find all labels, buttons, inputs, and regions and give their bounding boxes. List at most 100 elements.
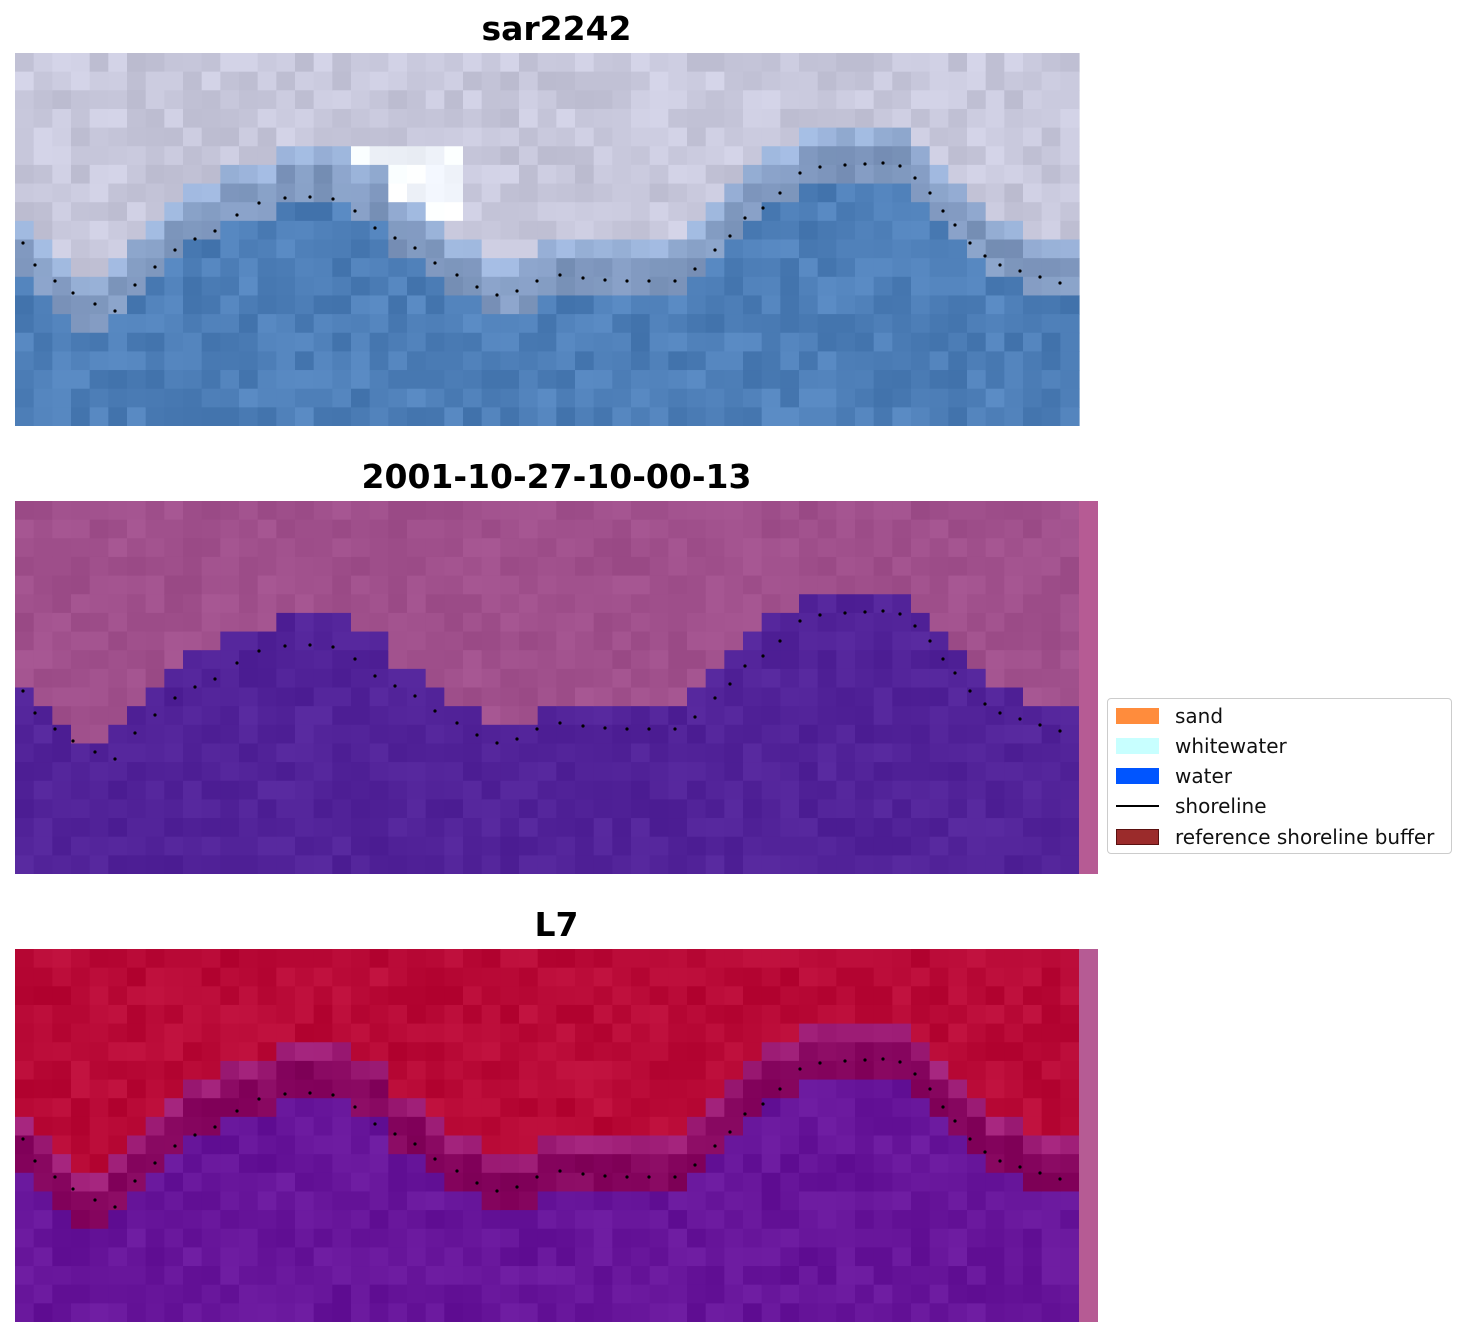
pixel-cell [724, 780, 744, 800]
pixel-cell [612, 706, 632, 726]
pixel-cell [1023, 164, 1043, 185]
pixel-cell [127, 146, 147, 166]
pixel-cell [967, 1266, 987, 1286]
pixel-cell [612, 967, 632, 987]
pixel-cell [500, 986, 520, 1006]
pixel-cell [33, 1303, 53, 1322]
pixel-cell [332, 239, 352, 259]
pixel-cell [743, 1060, 763, 1081]
shoreline-dot [353, 1105, 357, 1109]
pixel-cell [836, 239, 856, 259]
pixel-cell [556, 1116, 576, 1137]
pixel-cell [183, 519, 203, 539]
pixel-cell [705, 631, 725, 651]
pixel-cell [873, 575, 893, 595]
pixel-cell [575, 1023, 595, 1043]
pixel-cell [183, 1210, 203, 1230]
pixel-cell [369, 1023, 389, 1043]
pixel-cell [351, 706, 371, 726]
pixel-cell [649, 967, 669, 987]
pixel-cell [332, 407, 352, 426]
pixel-cell [89, 127, 109, 147]
pixel-cell [500, 706, 520, 726]
pixel-cell [425, 370, 445, 390]
pixel-cell [407, 501, 427, 521]
pixel-cell [295, 855, 315, 874]
pixel-cell [164, 855, 184, 874]
pixel-cell [388, 90, 408, 110]
pixel-cell [52, 556, 72, 577]
pixel-cell [1004, 1098, 1024, 1118]
pixel-cell [873, 818, 893, 838]
pixel-cell [761, 612, 781, 633]
pixel-cell [145, 370, 165, 390]
pixel-cell [929, 388, 949, 408]
pixel-cell [164, 202, 184, 222]
pixel-cell [817, 146, 837, 166]
pixel-cell [15, 1098, 35, 1118]
pixel-cell [1041, 53, 1061, 73]
pixel-cell [15, 1266, 35, 1286]
pixel-cell [836, 1266, 856, 1286]
pixel-cell [425, 1191, 445, 1211]
pixel-cell [500, 1023, 520, 1043]
pixel-cell [593, 668, 613, 689]
pixel-cell [967, 668, 987, 689]
pixel-cell [649, 1284, 669, 1304]
pixel-cell [332, 743, 352, 763]
pixel-cell [948, 183, 968, 203]
pixel-cell [239, 108, 259, 129]
pixel-cell [687, 631, 707, 651]
pixel-cell [332, 164, 352, 185]
pixel-cell [799, 706, 819, 726]
pixel-cell [313, 1023, 333, 1043]
pixel-cell [668, 519, 688, 539]
pixel-cell [1023, 1116, 1043, 1137]
shoreline-dot [881, 161, 885, 165]
pixel-cell [724, 743, 744, 763]
pixel-cell [89, 743, 109, 763]
pixel-cell [649, 799, 669, 819]
pixel-cell [519, 967, 539, 987]
pixel-cell [201, 146, 221, 166]
pixel-cell [929, 332, 949, 352]
pixel-cell [985, 407, 1005, 426]
pixel-cell [537, 631, 557, 651]
pixel-cell [183, 127, 203, 147]
pixel-cell [33, 1098, 53, 1118]
pixel-cell [948, 258, 968, 278]
pixel-cell [1060, 519, 1080, 539]
pixel-cell [575, 650, 595, 670]
pixel-cell [892, 164, 912, 185]
pixel-cell [967, 743, 987, 763]
pixel-cell [668, 1191, 688, 1211]
pixel-cell [873, 1116, 893, 1137]
pixel-cell [1041, 594, 1061, 614]
pixel-cell [705, 818, 725, 838]
pixel-cell [631, 799, 651, 819]
pixel-cell [127, 108, 147, 129]
pixel-cell [257, 594, 277, 614]
pixel-cell [444, 1098, 464, 1118]
pixel-cell [388, 687, 408, 707]
pixel-cell [519, 295, 539, 315]
shoreline-dot [235, 1109, 239, 1113]
pixel-cell [1004, 276, 1024, 297]
pixel-cell [276, 1284, 296, 1304]
pixel-cell [220, 855, 240, 874]
pixel-cell [239, 1154, 259, 1174]
pixel-cell [127, 1116, 147, 1137]
pixel-cell [780, 1116, 800, 1137]
shoreline-dot [1018, 717, 1022, 721]
pixel-cell [929, 1004, 949, 1025]
pixel-cell [855, 1210, 875, 1230]
pixel-cell [313, 258, 333, 278]
pixel-cell [1041, 612, 1061, 633]
pixel-cell [575, 1116, 595, 1137]
pixel-cell [855, 1284, 875, 1304]
pixel-cell [89, 239, 109, 259]
shoreline-dot [455, 273, 459, 277]
pixel-cell [612, 986, 632, 1006]
pixel-cell [724, 556, 744, 577]
pixel-cell [724, 127, 744, 147]
